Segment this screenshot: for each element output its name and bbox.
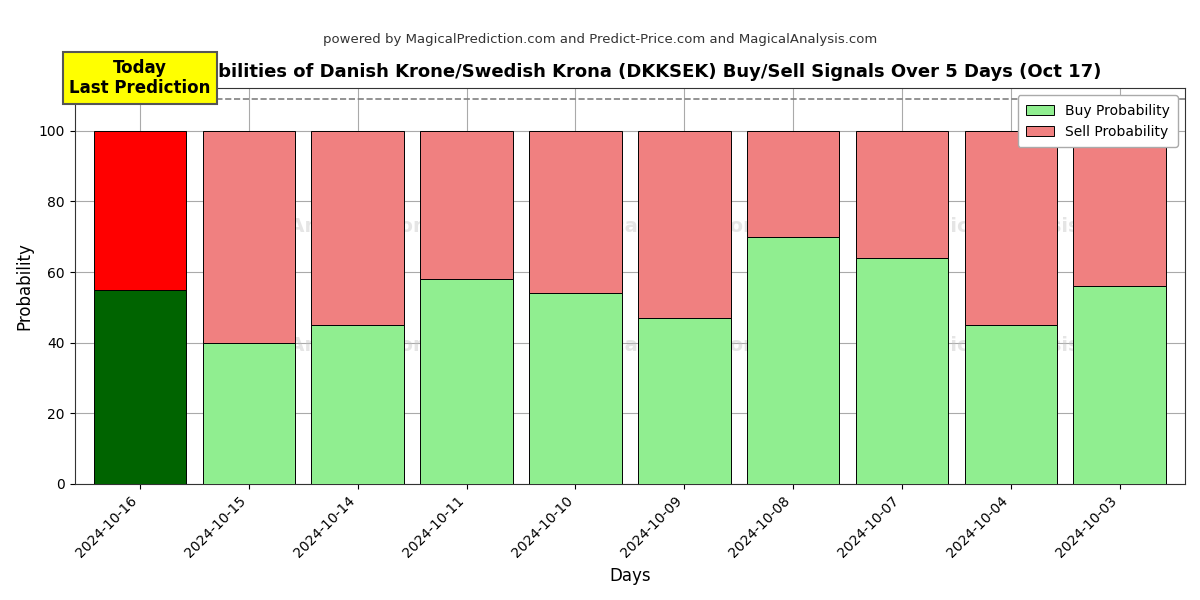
Bar xyxy=(203,131,295,343)
Bar xyxy=(746,237,839,484)
Text: MagicalPrediction.com: MagicalPrediction.com xyxy=(560,336,810,355)
Bar xyxy=(1074,286,1166,484)
Bar xyxy=(856,131,948,258)
Bar xyxy=(1074,131,1166,286)
Y-axis label: Probability: Probability xyxy=(16,242,34,330)
Bar xyxy=(420,131,512,279)
Bar xyxy=(420,279,512,484)
Bar xyxy=(94,131,186,290)
Text: MagicalPrediction.com: MagicalPrediction.com xyxy=(560,217,810,236)
X-axis label: Days: Days xyxy=(610,567,650,585)
Text: MagicalAnalysis.com: MagicalAnalysis.com xyxy=(205,217,433,236)
Text: Today
Last Prediction: Today Last Prediction xyxy=(70,59,211,97)
Bar xyxy=(529,293,622,484)
Text: MagicalAnalysis.com: MagicalAnalysis.com xyxy=(905,217,1133,236)
Bar xyxy=(746,131,839,237)
Bar xyxy=(965,131,1057,325)
Title: Probabilities of Danish Krone/Swedish Krona (DKKSEK) Buy/Sell Signals Over 5 Day: Probabilities of Danish Krone/Swedish Kr… xyxy=(158,64,1102,82)
Bar xyxy=(312,131,404,325)
Bar xyxy=(94,290,186,484)
Bar xyxy=(638,318,731,484)
Bar xyxy=(312,325,404,484)
Text: MagicalAnalysis.com: MagicalAnalysis.com xyxy=(905,336,1133,355)
Bar xyxy=(638,131,731,318)
Text: powered by MagicalPrediction.com and Predict-Price.com and MagicalAnalysis.com: powered by MagicalPrediction.com and Pre… xyxy=(323,32,877,46)
Bar xyxy=(203,343,295,484)
Bar xyxy=(529,131,622,293)
Text: MagicalAnalysis.com: MagicalAnalysis.com xyxy=(205,336,433,355)
Bar xyxy=(856,258,948,484)
Bar xyxy=(965,325,1057,484)
Legend: Buy Probability, Sell Probability: Buy Probability, Sell Probability xyxy=(1018,95,1178,147)
